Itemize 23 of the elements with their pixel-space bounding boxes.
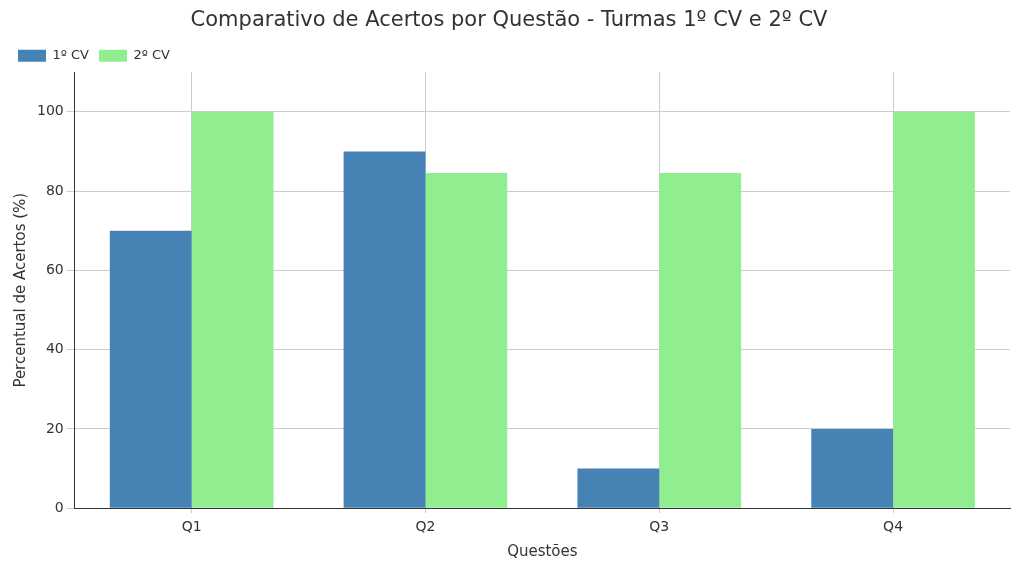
- y-tick-label: 60: [45, 261, 64, 278]
- bar: [109, 230, 192, 508]
- y-tick-label: 40: [45, 340, 64, 357]
- y-tick-label: 20: [45, 419, 64, 436]
- bar: [577, 468, 660, 508]
- bar: [893, 111, 975, 508]
- y-tick-label: 100: [36, 102, 64, 119]
- bar: [343, 151, 426, 508]
- x-axis-title: Questões: [507, 541, 578, 560]
- x-tick-label: Q3: [649, 518, 670, 535]
- legend-label: 2º CV: [133, 47, 171, 63]
- bar: [659, 172, 742, 508]
- bar: [425, 172, 508, 508]
- x-tick-label: Q1: [181, 518, 202, 535]
- bar: [811, 428, 894, 508]
- y-axis-title: Percentual de Acertos (%): [10, 192, 29, 388]
- bar: [191, 111, 274, 508]
- y-tick-label: 0: [54, 498, 64, 515]
- x-tick-label: Q4: [883, 518, 904, 535]
- chart-title: Comparativo de Acertos por Questão - Turmas 1º CV e 2º CV: [190, 7, 829, 32]
- legend-label: 1º CV: [52, 47, 90, 63]
- x-tick-label: Q2: [415, 518, 436, 535]
- y-tick-label: 80: [45, 181, 64, 198]
